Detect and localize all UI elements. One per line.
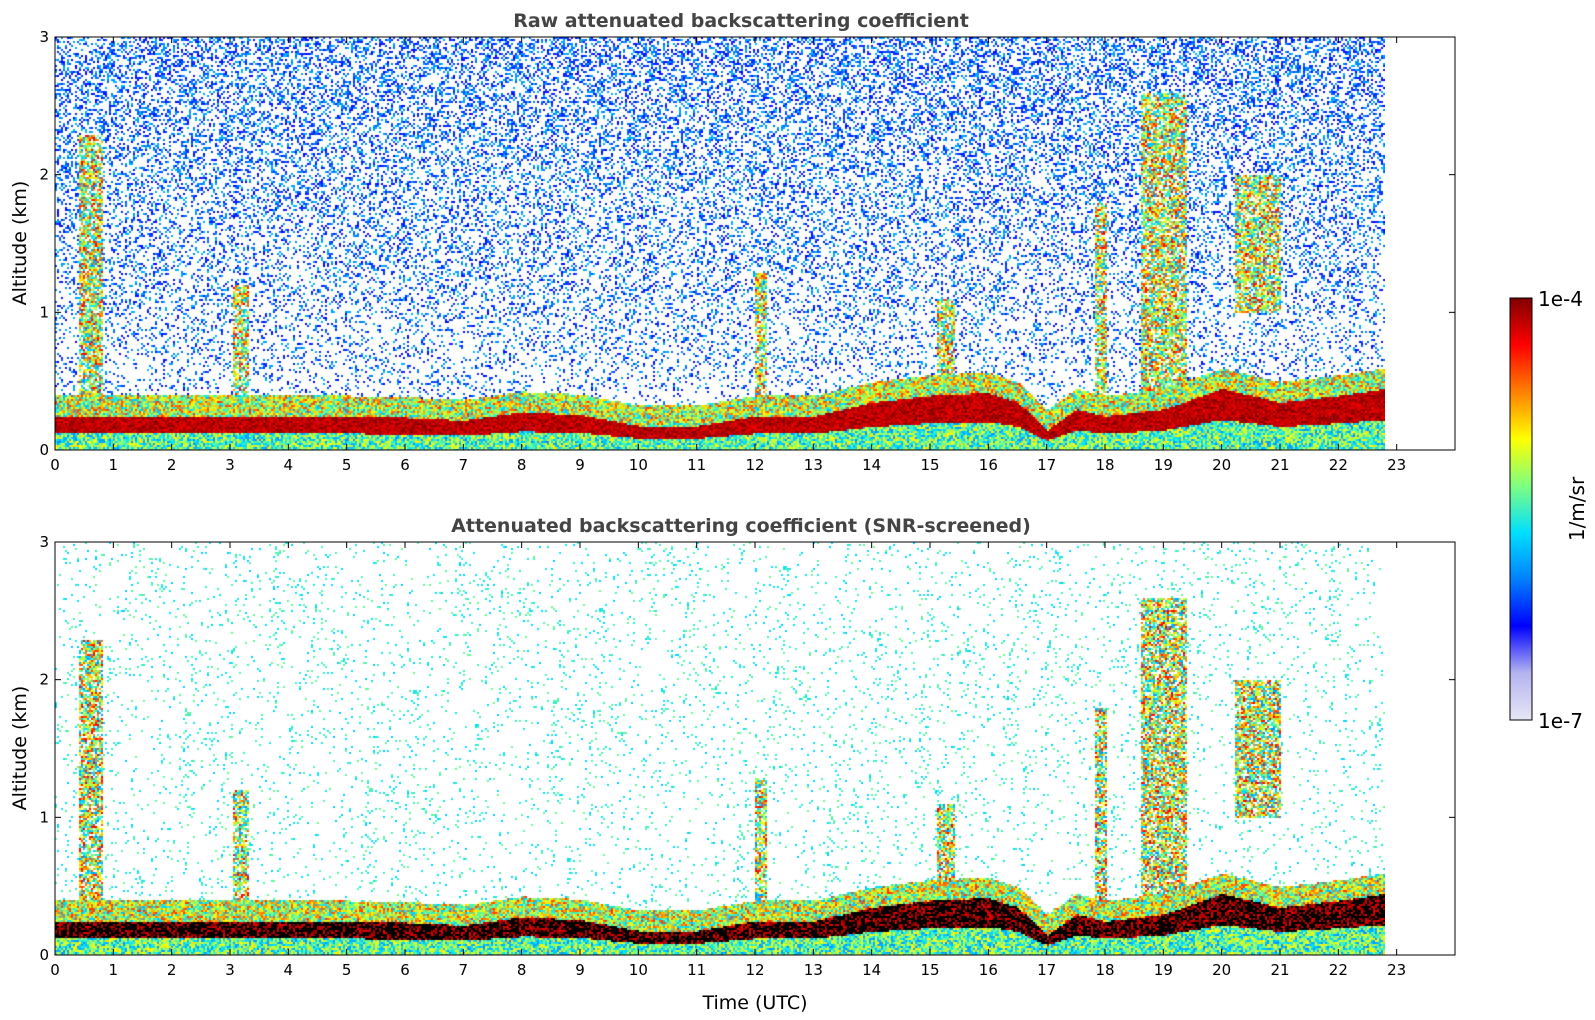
x-tick-label: 13 <box>804 456 823 474</box>
x-tick-label: 12 <box>745 961 764 979</box>
x-tick-label: 22 <box>1329 961 1348 979</box>
x-tick-label: 1 <box>109 961 119 979</box>
x-tick-label: 0 <box>50 456 60 474</box>
x-tick-label: 13 <box>804 961 823 979</box>
x-tick-label: 5 <box>342 456 352 474</box>
x-tick-label: 16 <box>979 456 998 474</box>
y-tick-label: 0 <box>39 946 49 964</box>
bottom-heatmap <box>55 542 1385 955</box>
x-tick-label: 10 <box>629 961 648 979</box>
x-tick-label: 8 <box>517 961 527 979</box>
top-panel: Raw attenuated backscattering coefficien… <box>9 10 1456 474</box>
x-tick-label: 8 <box>517 456 527 474</box>
x-tick-label: 19 <box>1154 456 1173 474</box>
x-tick-label: 4 <box>284 456 294 474</box>
y-tick-label: 0 <box>39 441 49 459</box>
x-tick-label: 19 <box>1154 961 1173 979</box>
x-tick-label: 12 <box>745 456 764 474</box>
top-heatmap <box>55 37 1385 450</box>
x-tick-label: 22 <box>1329 456 1348 474</box>
x-tick-label: 21 <box>1270 456 1289 474</box>
x-tick-label: 7 <box>459 456 469 474</box>
x-tick-label: 6 <box>400 961 410 979</box>
bottom-panel: Attenuated backscattering coefficient (S… <box>9 515 1456 1014</box>
x-tick-label: 9 <box>575 961 585 979</box>
x-tick-label: 18 <box>1095 456 1114 474</box>
y-tick-label: 3 <box>39 28 49 46</box>
x-tick-label: 15 <box>920 456 939 474</box>
bottom-y-axis-label: Altitude (km) <box>9 686 31 811</box>
x-tick-label: 3 <box>225 961 235 979</box>
colorbar: 1e-4 1e-7 1/m/sr <box>1509 287 1589 733</box>
x-tick-label: 0 <box>50 961 60 979</box>
top-panel-title: Raw attenuated backscattering coefficien… <box>513 10 969 32</box>
x-tick-label: 11 <box>687 961 706 979</box>
y-tick-label: 3 <box>39 533 49 551</box>
x-tick-label: 9 <box>575 456 585 474</box>
x-tick-label: 15 <box>920 961 939 979</box>
y-tick-label: 2 <box>39 166 49 184</box>
bottom-y-axis: 0 1 2 3 <box>39 533 1455 964</box>
bottom-panel-title: Attenuated backscattering coefficient (S… <box>451 515 1031 537</box>
x-tick-label: 17 <box>1037 961 1056 979</box>
colorbar-max-label: 1e-4 <box>1538 287 1583 311</box>
x-tick-label: 4 <box>284 961 294 979</box>
x-tick-label: 1 <box>109 456 119 474</box>
x-tick-label: 11 <box>687 456 706 474</box>
x-tick-label: 14 <box>862 456 881 474</box>
x-tick-label: 6 <box>400 456 410 474</box>
x-tick-label: 23 <box>1387 456 1406 474</box>
x-tick-label: 3 <box>225 456 235 474</box>
top-x-axis: 0 1 2 3 4 5 6 7 8 9 10 11 12 13 14 15 16 17 18 19 20 21 22 23 <box>50 37 1406 474</box>
x-tick-label: 20 <box>1212 961 1231 979</box>
heatmap-image <box>55 542 1385 955</box>
y-tick-label: 2 <box>39 671 49 689</box>
x-tick-label: 21 <box>1270 961 1289 979</box>
y-tick-label: 1 <box>39 808 49 826</box>
x-tick-label: 16 <box>979 961 998 979</box>
x-tick-label: 7 <box>459 961 469 979</box>
x-tick-label: 18 <box>1095 961 1114 979</box>
y-tick-label: 1 <box>39 303 49 321</box>
x-tick-label: 2 <box>167 456 177 474</box>
heatmap-image <box>55 37 1385 450</box>
x-tick-label: 10 <box>629 456 648 474</box>
bottom-x-axis: 0 1 2 3 4 5 6 7 8 9 10 11 12 13 14 15 16 17 18 19 20 21 22 23 <box>50 542 1406 979</box>
colorbar-unit-label: 1/m/sr <box>1565 476 1589 541</box>
colorbar-scale <box>1509 297 1533 721</box>
top-y-axis: 0 1 2 3 <box>39 28 1455 459</box>
x-tick-label: 20 <box>1212 456 1231 474</box>
top-y-axis-label: Altitude (km) <box>9 181 31 306</box>
x-axis-label: Time (UTC) <box>701 992 807 1014</box>
x-tick-label: 5 <box>342 961 352 979</box>
colorbar-min-label: 1e-7 <box>1538 709 1583 733</box>
x-tick-label: 14 <box>862 961 881 979</box>
x-tick-label: 2 <box>167 961 177 979</box>
x-tick-label: 17 <box>1037 456 1056 474</box>
x-tick-label: 23 <box>1387 961 1406 979</box>
